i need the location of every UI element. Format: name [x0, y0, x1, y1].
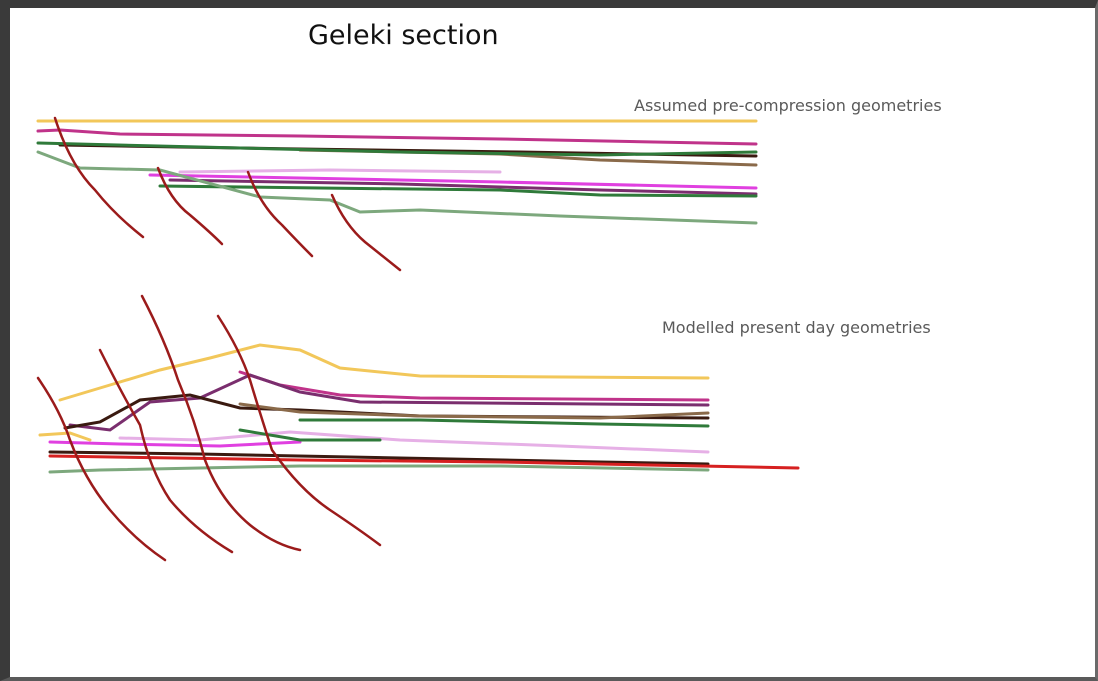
horizon-line [48, 464, 710, 474]
fault-line [216, 314, 382, 547]
fault-line [140, 294, 302, 552]
horizon-line [36, 141, 758, 157]
horizon-line [118, 430, 710, 454]
horizon-line [238, 402, 710, 420]
fault-line [36, 376, 167, 562]
horizon-line [48, 454, 800, 470]
horizon-line [48, 450, 710, 466]
lower-panel-faults [36, 294, 382, 562]
horizon-line [48, 440, 302, 448]
horizon-line [178, 168, 502, 174]
figure-title: Geleki section [308, 20, 499, 51]
horizon-line [158, 184, 758, 198]
lower-panel-label: Modelled present day geometries [662, 318, 931, 337]
fault-line [98, 348, 234, 554]
horizon-line [36, 128, 758, 146]
horizon-line [238, 428, 382, 442]
fault-line [53, 116, 145, 239]
fault-line [330, 193, 402, 272]
fault-line [156, 166, 224, 246]
horizon-line [36, 150, 758, 225]
horizon-line [168, 178, 758, 196]
lower-panel-horizons [38, 343, 800, 474]
horizon-line [58, 343, 710, 402]
horizon-line [298, 418, 710, 428]
upper-panel-faults [53, 116, 402, 272]
horizon-line [148, 173, 758, 190]
upper-panel-horizons [36, 119, 758, 225]
upper-panel-label: Assumed pre-compression geometries [634, 96, 942, 115]
horizon-line [68, 373, 710, 432]
fault-line [246, 170, 314, 258]
horizon-line [38, 431, 92, 442]
